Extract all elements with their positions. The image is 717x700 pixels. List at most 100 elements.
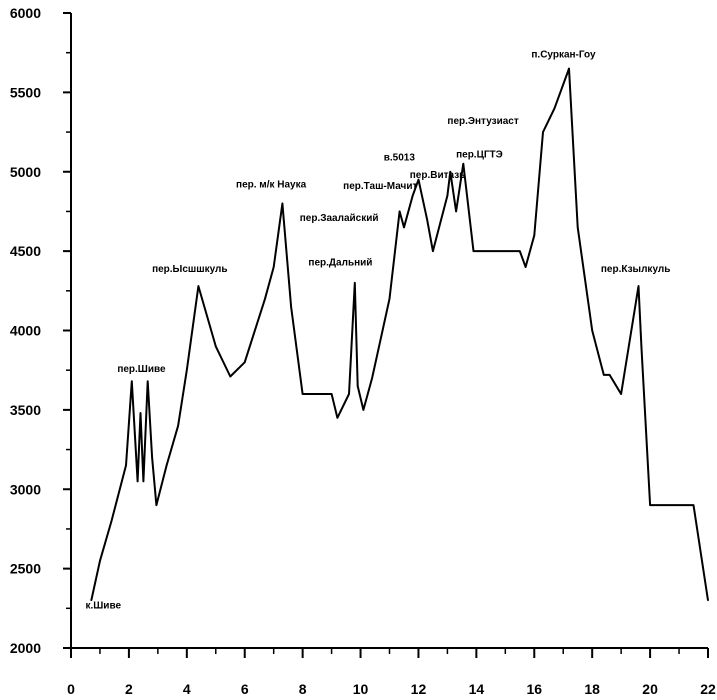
data-point [602, 374, 605, 376]
data-point [446, 194, 449, 197]
data-point [142, 480, 145, 483]
data-point [301, 393, 304, 395]
data-point [432, 250, 434, 252]
data-point [649, 504, 651, 506]
x-tick-label: 18 [584, 681, 600, 697]
data-point [186, 369, 188, 371]
data-point [518, 250, 521, 252]
pass-annotation: пер.Заалайский [300, 213, 379, 224]
data-point [576, 226, 579, 229]
data-point [197, 285, 200, 287]
data-point [214, 345, 217, 348]
data-point [692, 504, 695, 506]
data-point [568, 67, 570, 70]
pass-annotation: пер.Кзылкуль [601, 264, 671, 275]
x-tick-label: 12 [411, 681, 427, 697]
data-point [640, 345, 643, 348]
data-point [151, 456, 153, 459]
data-point [707, 599, 709, 602]
x-tick-label: 22 [700, 681, 716, 697]
y-tick-label: 2500 [10, 561, 41, 577]
data-point [553, 107, 556, 110]
y-tick-label: 6000 [10, 5, 41, 21]
data-point [356, 385, 359, 387]
y-tick-label: 5500 [10, 84, 41, 100]
data-point [290, 305, 292, 308]
data-point [462, 163, 465, 165]
data-point [490, 250, 492, 252]
data-point [472, 250, 475, 252]
x-tick-label: 10 [353, 681, 369, 697]
data-point [426, 218, 428, 221]
data-point [155, 504, 158, 506]
data-point [417, 178, 420, 181]
data-point [272, 266, 275, 268]
data-point [330, 393, 333, 395]
data-point [264, 297, 266, 300]
data-point [620, 393, 622, 395]
y-tick-label: 3000 [10, 481, 41, 497]
pass-annotation: пер.Ысшшкуль [152, 264, 227, 275]
data-point [243, 361, 246, 364]
x-tick-label: 6 [241, 681, 249, 697]
data-point [353, 282, 356, 284]
data-point [136, 480, 139, 483]
data-point [542, 131, 544, 133]
pass-annotation: пер.Витазь [410, 170, 466, 181]
y-tick-label: 4000 [10, 323, 41, 339]
data-point [533, 234, 536, 237]
x-tick-label: 0 [67, 681, 75, 697]
data-point [455, 210, 457, 213]
pass-annotation: пер.Дальний [308, 257, 372, 268]
data-point [388, 297, 391, 300]
data-point [90, 599, 93, 602]
axes: 2000 2500 3000 3500 4000 4500 5000 5500 6000 0 2 4 6… [10, 5, 716, 697]
y-tick-label: 4500 [10, 243, 41, 259]
pass-annotation: пер. м/к Наука [236, 180, 307, 191]
data-point [524, 266, 527, 268]
series-line [90, 67, 709, 601]
data-point [362, 409, 365, 411]
data-point [449, 170, 452, 173]
data-point [131, 380, 133, 383]
data-point [591, 329, 593, 332]
pass-annotation: пер.Шиве [117, 364, 166, 375]
pass-annotation: пер.Таш-Мачит [343, 181, 417, 192]
x-tick-label: 20 [642, 681, 658, 697]
data-point [99, 559, 101, 562]
data-point [398, 210, 401, 213]
data-point [165, 464, 168, 467]
pass-annotation: пер.Энтузиаст [447, 116, 518, 127]
data-point [177, 424, 179, 427]
data-point [110, 520, 113, 522]
data-point [139, 412, 142, 414]
data-point [281, 202, 284, 205]
pass-annotation: в.5013 [384, 153, 416, 164]
data-point [637, 285, 640, 287]
data-point [229, 375, 232, 378]
x-tick-label: 14 [469, 681, 485, 697]
pass-annotation: к.Шиве [85, 600, 121, 611]
y-tick-label: 2000 [10, 640, 41, 656]
data-point [608, 374, 611, 376]
data-point [411, 194, 414, 197]
data-point [371, 377, 373, 379]
data-point [678, 504, 680, 506]
pass-annotation: пер.ЦГТЭ [456, 149, 503, 160]
data-point [336, 417, 339, 419]
x-tick-label: 8 [299, 681, 307, 697]
x-tick-label: 4 [183, 681, 191, 697]
data-point [146, 380, 149, 383]
annotation-layer: к.Шиве пер.Шиве пер.Ысшшкуль пер. м/к Наука… [85, 49, 670, 611]
series-line-layer [90, 67, 709, 602]
data-point [403, 226, 405, 229]
pass-annotation: п.Суркан-Гоу [531, 49, 596, 60]
y-tick-label: 5000 [10, 164, 41, 180]
data-point [125, 464, 127, 467]
y-tick-label: 3500 [10, 402, 41, 418]
x-tick-label: 16 [526, 681, 542, 697]
x-tick-label: 2 [125, 681, 133, 697]
data-point [348, 393, 350, 395]
